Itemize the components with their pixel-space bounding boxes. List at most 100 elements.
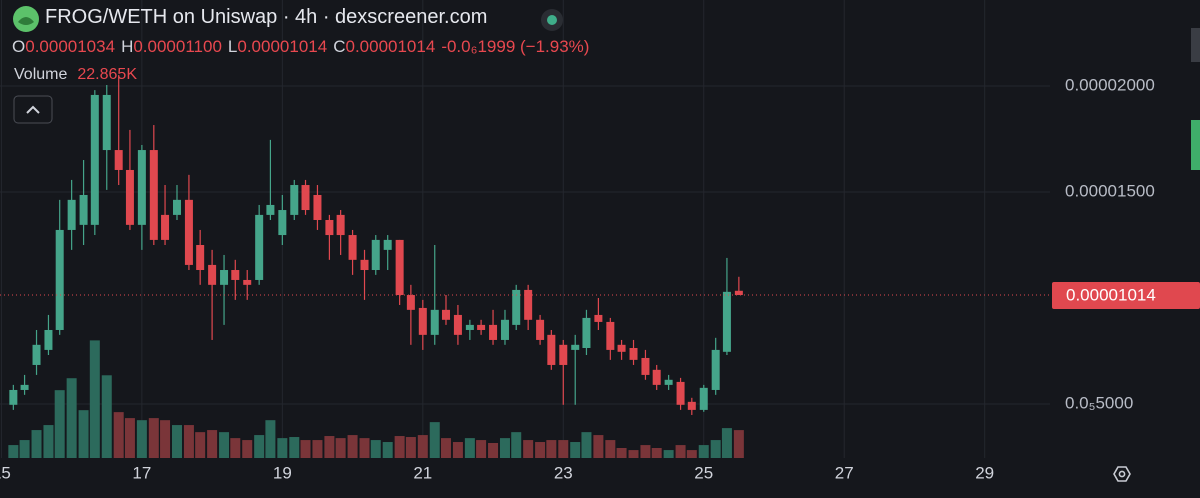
legend-value: 0.00001014 xyxy=(237,37,328,56)
logo-glyph xyxy=(18,17,34,25)
volume-bar xyxy=(207,430,218,458)
volume-bar xyxy=(324,436,335,458)
candle-body xyxy=(9,389,18,405)
legend-key: H xyxy=(121,37,134,56)
candle-body xyxy=(582,317,591,349)
candle-body xyxy=(512,289,521,325)
volume-bar xyxy=(429,422,440,458)
volume-bar xyxy=(78,410,89,458)
status-dot xyxy=(547,15,557,25)
axes: 0.00002000 0.00001500 0.0₅5000 15 17 19 21 23 25… xyxy=(0,76,1200,482)
candle-body xyxy=(571,344,580,350)
x-tick-label: 17 xyxy=(132,463,151,482)
settings-icon-center xyxy=(1118,470,1126,478)
legend-value: 0.00001014 xyxy=(345,37,436,56)
candles xyxy=(9,75,743,415)
volume-bar xyxy=(19,440,30,458)
volume-title: Volume xyxy=(14,66,68,83)
candle-body xyxy=(371,239,380,271)
candle-body xyxy=(687,401,696,410)
x-tick-label: 23 xyxy=(554,463,573,482)
volume-bar xyxy=(698,445,709,458)
candle-body xyxy=(137,150,146,225)
candle-body xyxy=(161,214,170,240)
volume-bar xyxy=(605,440,616,458)
volume-bar xyxy=(651,447,662,458)
candle-body xyxy=(149,150,158,240)
x-tick-label: 29 xyxy=(975,463,994,482)
candle-body xyxy=(114,150,123,170)
legend-key: O xyxy=(12,37,26,56)
volume-bar xyxy=(488,442,499,458)
ohlc-legend: O 0.00001034 H 0.00001100 L 0.00001014 C 0.0000… xyxy=(12,37,589,57)
candle-body xyxy=(125,169,134,225)
candle-body xyxy=(90,94,99,225)
candle-body xyxy=(500,319,509,340)
volume-bar xyxy=(640,445,651,458)
candle-body xyxy=(255,214,264,280)
chevron-icon xyxy=(26,105,40,114)
volume-bar xyxy=(43,425,54,458)
candle-body xyxy=(453,314,462,335)
candle-body xyxy=(360,259,369,271)
candle-body xyxy=(652,369,661,385)
volume-bar xyxy=(535,442,546,458)
volume-bar xyxy=(710,440,721,458)
y-tick-label: 0.00001500 xyxy=(1065,182,1155,201)
x-tick-label: 27 xyxy=(835,463,854,482)
volume-bar xyxy=(382,442,393,458)
volume-value: 22.865K xyxy=(77,66,137,83)
volume-bar xyxy=(675,445,686,458)
volume-bar xyxy=(417,435,428,458)
volume-bar xyxy=(347,435,358,458)
candle-body xyxy=(44,329,53,350)
legend-value: 0.00001034 xyxy=(25,37,116,56)
candle-body xyxy=(465,324,474,330)
settings-icon[interactable] xyxy=(1113,466,1131,482)
collapse-button[interactable] xyxy=(13,95,53,124)
last-price-badge xyxy=(1052,282,1200,310)
candle-body xyxy=(734,290,743,296)
candle-body xyxy=(301,185,310,211)
volume-bar xyxy=(558,440,569,458)
volume-bar xyxy=(277,438,288,458)
candle-body xyxy=(629,348,638,360)
y-tick-label: 0.0₅5000 xyxy=(1065,393,1133,412)
x-tick-label: 15 xyxy=(0,463,11,482)
candle-body xyxy=(290,185,299,215)
candle-body xyxy=(196,245,205,271)
volume-bar xyxy=(394,436,405,458)
volume-bar xyxy=(499,438,510,458)
volume-bar xyxy=(171,425,182,458)
volume-bar xyxy=(66,378,77,458)
candle-body xyxy=(325,219,334,236)
x-tick-label: 21 xyxy=(413,463,432,482)
candle-body xyxy=(55,229,64,330)
candle-body xyxy=(711,349,720,390)
candle-body xyxy=(172,199,181,215)
legend-key: C xyxy=(333,37,346,56)
chart-title: FROG/WETH on Uniswap · 4h · dexscreener.… xyxy=(45,6,488,28)
volume-bar xyxy=(440,438,451,458)
volume-bar xyxy=(230,438,241,458)
x-tick-label: 19 xyxy=(273,463,292,482)
volume-bar xyxy=(476,440,487,458)
volume-bar xyxy=(511,432,522,458)
candle-body xyxy=(32,344,41,365)
volume-bar xyxy=(254,435,265,458)
last-price-label: 0.00001014 xyxy=(1066,286,1156,305)
scroll-indicator xyxy=(1191,120,1200,170)
candle-body xyxy=(594,314,603,322)
candle-body xyxy=(524,289,533,320)
x-tick-label: 25 xyxy=(694,463,713,482)
volume-bar xyxy=(405,437,416,458)
candle-body xyxy=(313,194,322,220)
candle-body xyxy=(278,210,287,236)
volume-bar xyxy=(136,420,147,458)
volume-legend: Volume 22.865K xyxy=(14,66,143,84)
candle-body xyxy=(79,194,88,225)
volume-bar xyxy=(8,445,19,458)
volume-bar xyxy=(195,432,206,458)
